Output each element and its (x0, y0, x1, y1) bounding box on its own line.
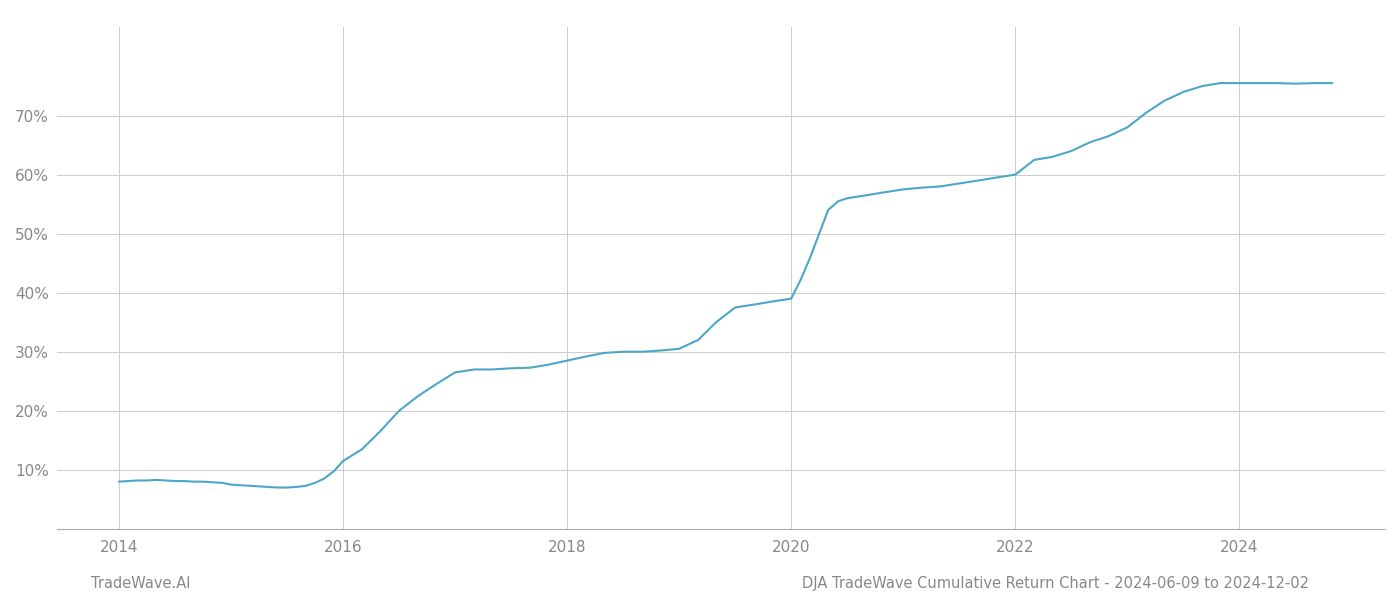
Text: TradeWave.AI: TradeWave.AI (91, 576, 190, 591)
Text: DJA TradeWave Cumulative Return Chart - 2024-06-09 to 2024-12-02: DJA TradeWave Cumulative Return Chart - … (802, 576, 1309, 591)
